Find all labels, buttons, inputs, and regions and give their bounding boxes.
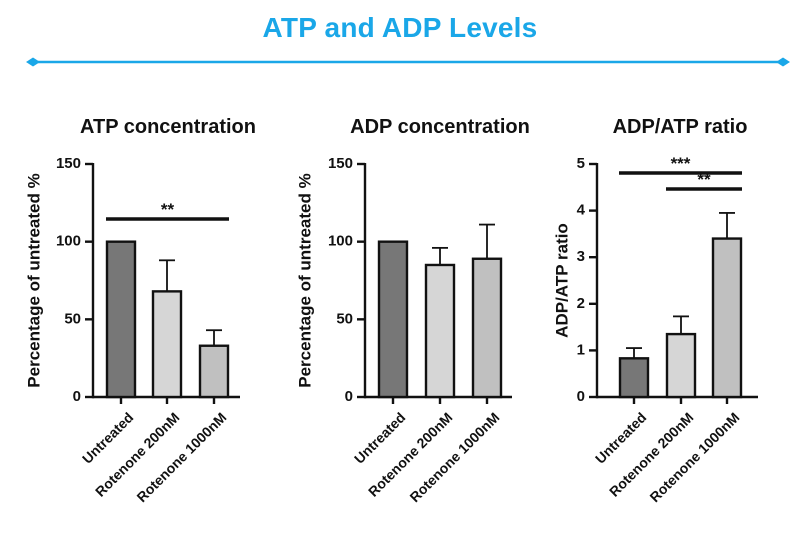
bar-2 xyxy=(471,257,503,399)
bar-2 xyxy=(198,344,230,399)
y-tick-label: 100 xyxy=(56,233,81,250)
divider-left-diamond-icon xyxy=(26,57,40,67)
bar-1 xyxy=(424,263,456,399)
y-tick-label: 0 xyxy=(345,388,353,405)
y-tick-label: 150 xyxy=(56,155,81,172)
x-tick-label: Rotenone 1000nM xyxy=(646,409,742,505)
bar-1 xyxy=(151,290,183,399)
y-axis-label: ADP/ATP ratio xyxy=(552,223,571,338)
y-tick-label: 2 xyxy=(577,295,585,312)
y-tick-label: 5 xyxy=(577,155,585,172)
chart-panel-1: ATP concentration Percentage of untreated… xyxy=(24,116,255,505)
x-tick-label: Rotenone 200nM xyxy=(365,409,456,500)
y-tick-label: 1 xyxy=(577,341,585,358)
title-divider xyxy=(26,57,790,67)
x-tick-label: Rotenone 200nM xyxy=(92,409,183,500)
y-axis-label: Percentage of untreated % xyxy=(295,173,314,387)
page-title: ATP and ADP Levels xyxy=(262,12,538,43)
chart-title: ADP/ATP ratio xyxy=(613,116,748,138)
bar-0 xyxy=(377,240,409,399)
y-tick-label: 0 xyxy=(73,388,81,405)
y-tick-label: 150 xyxy=(328,155,353,172)
y-tick-label: 50 xyxy=(336,310,353,327)
divider-right-diamond-icon xyxy=(776,57,790,67)
y-tick-label: 50 xyxy=(64,310,81,327)
bar-1 xyxy=(665,332,697,399)
y-tick-label: 100 xyxy=(328,233,353,250)
chart-title: ATP concentration xyxy=(80,116,256,138)
chart-title: ADP concentration xyxy=(350,116,530,138)
x-tick-label: Rotenone 1000nM xyxy=(406,409,502,505)
significance-label: *** xyxy=(671,154,691,173)
y-tick-label: 0 xyxy=(577,388,585,405)
x-tick-label: Rotenone 200nM xyxy=(606,409,697,500)
y-tick-label: 4 xyxy=(577,202,586,219)
y-axis-label: Percentage of untreated % xyxy=(24,173,43,387)
significance-label: ** xyxy=(697,170,711,189)
x-tick-label: Rotenone 1000nM xyxy=(133,409,229,505)
significance-label: ** xyxy=(161,200,175,219)
bar-2 xyxy=(711,237,743,399)
bar-0 xyxy=(105,240,137,399)
chart-panel-2: ADP concentration Percentage of untreated… xyxy=(295,116,529,505)
y-tick-label: 3 xyxy=(577,248,585,265)
bar-0 xyxy=(618,357,650,399)
